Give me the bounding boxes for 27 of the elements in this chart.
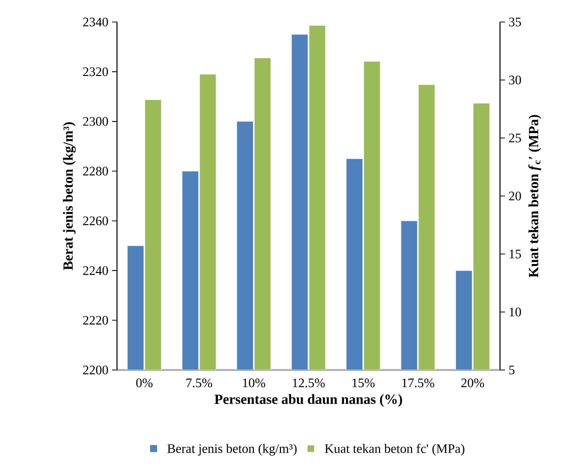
x-tick-label: 20% bbox=[461, 378, 484, 388]
y-axis-title: Berat jenis beton (kg/m³) bbox=[62, 122, 76, 270]
y2-tick-label: 30 bbox=[509, 76, 521, 84]
y2-tick-label: 20 bbox=[509, 192, 521, 200]
y2-tick-label: 25 bbox=[509, 134, 521, 142]
y-tick-label: 2340 bbox=[83, 18, 108, 26]
y-tick-label: 2300 bbox=[83, 117, 108, 126]
y2-tick-label: 35 bbox=[509, 18, 521, 26]
x-tick-label: 17.5% bbox=[402, 378, 434, 388]
y-tick-label: 2280 bbox=[83, 166, 108, 176]
y-tick-label: 2320 bbox=[83, 67, 108, 76]
x-tick-label: 7.5% bbox=[186, 378, 212, 388]
x-tick-label: 10% bbox=[243, 378, 266, 388]
x-tick-label: 0% bbox=[136, 378, 153, 388]
y2-tick-label: 5 bbox=[509, 366, 514, 374]
x-tick-label: 12.5% bbox=[292, 378, 325, 388]
y2-tick-label: 10 bbox=[510, 308, 521, 316]
y-tick-label: 2220 bbox=[83, 316, 108, 325]
legend-label: Kuat tekan beton fc' (MPa) bbox=[324, 444, 464, 456]
x-tick-label: 15% bbox=[352, 378, 375, 388]
y-tick-label: 2200 bbox=[83, 366, 108, 374]
y-tick-label: 2240 bbox=[83, 266, 108, 275]
y2-axis-title: Kuat tekan beton f$_{c}$′ (MPa) bbox=[528, 114, 542, 278]
x-axis-title: Persentase abu daun nanas (%) bbox=[214, 394, 402, 407]
y-tick-label: 2260 bbox=[83, 216, 108, 226]
y2-tick-label: 15 bbox=[510, 250, 521, 258]
legend-label: Berat jenis beton (kg/m³) bbox=[167, 444, 297, 456]
